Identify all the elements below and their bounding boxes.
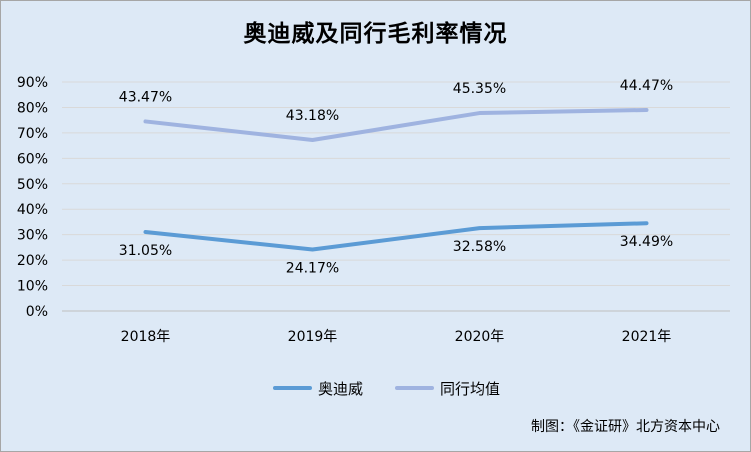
y-tick-label: 50%	[17, 177, 48, 193]
data-labels: 31.05% 24.17% 32.58% 34.49% 43.47% 43.18% 45.3…	[119, 78, 673, 277]
x-tick-label: 2019年	[288, 329, 338, 345]
series-line-2	[143, 107, 649, 143]
series-line-1	[143, 221, 649, 252]
data-label: 44.47%	[620, 78, 673, 94]
y-tick-label: 60%	[17, 151, 48, 167]
y-tick-label: 10%	[17, 279, 48, 295]
legend-label: 同行均值	[440, 380, 500, 398]
data-label: 34.49%	[620, 234, 673, 250]
y-tick-label: 20%	[17, 253, 48, 269]
x-tick-label: 2021年	[622, 329, 672, 345]
x-tick-label: 2020年	[455, 329, 505, 345]
y-axis-ticks: 0% 10% 20% 30% 40% 50% 60% 70% 80% 90%	[17, 75, 48, 320]
y-tick-label: 70%	[17, 126, 48, 142]
gridlines	[62, 81, 730, 312]
data-label: 32.58%	[453, 239, 506, 255]
legend-label: 奥迪威	[318, 380, 363, 398]
credit-text: 制图：《金证研》北方资本中心	[531, 419, 720, 435]
data-label: 43.47%	[119, 89, 172, 105]
y-tick-label: 0%	[26, 304, 48, 320]
data-label: 43.18%	[286, 108, 339, 124]
y-tick-label: 90%	[17, 75, 48, 91]
x-tick-label: 2018年	[121, 329, 171, 345]
y-tick-label: 40%	[17, 202, 48, 218]
data-label: 45.35%	[453, 81, 506, 97]
x-axis-ticks: 2018年 2019年 2020年 2021年	[121, 329, 672, 345]
y-tick-label: 30%	[17, 228, 48, 244]
data-label: 31.05%	[119, 243, 172, 259]
legend: 奥迪威 同行均值	[273, 380, 500, 398]
y-tick-label: 80%	[17, 100, 48, 116]
series-lines	[143, 107, 649, 252]
chart-title: 奥迪威及同行毛利率情况	[243, 21, 508, 47]
data-label: 24.17%	[286, 261, 339, 277]
